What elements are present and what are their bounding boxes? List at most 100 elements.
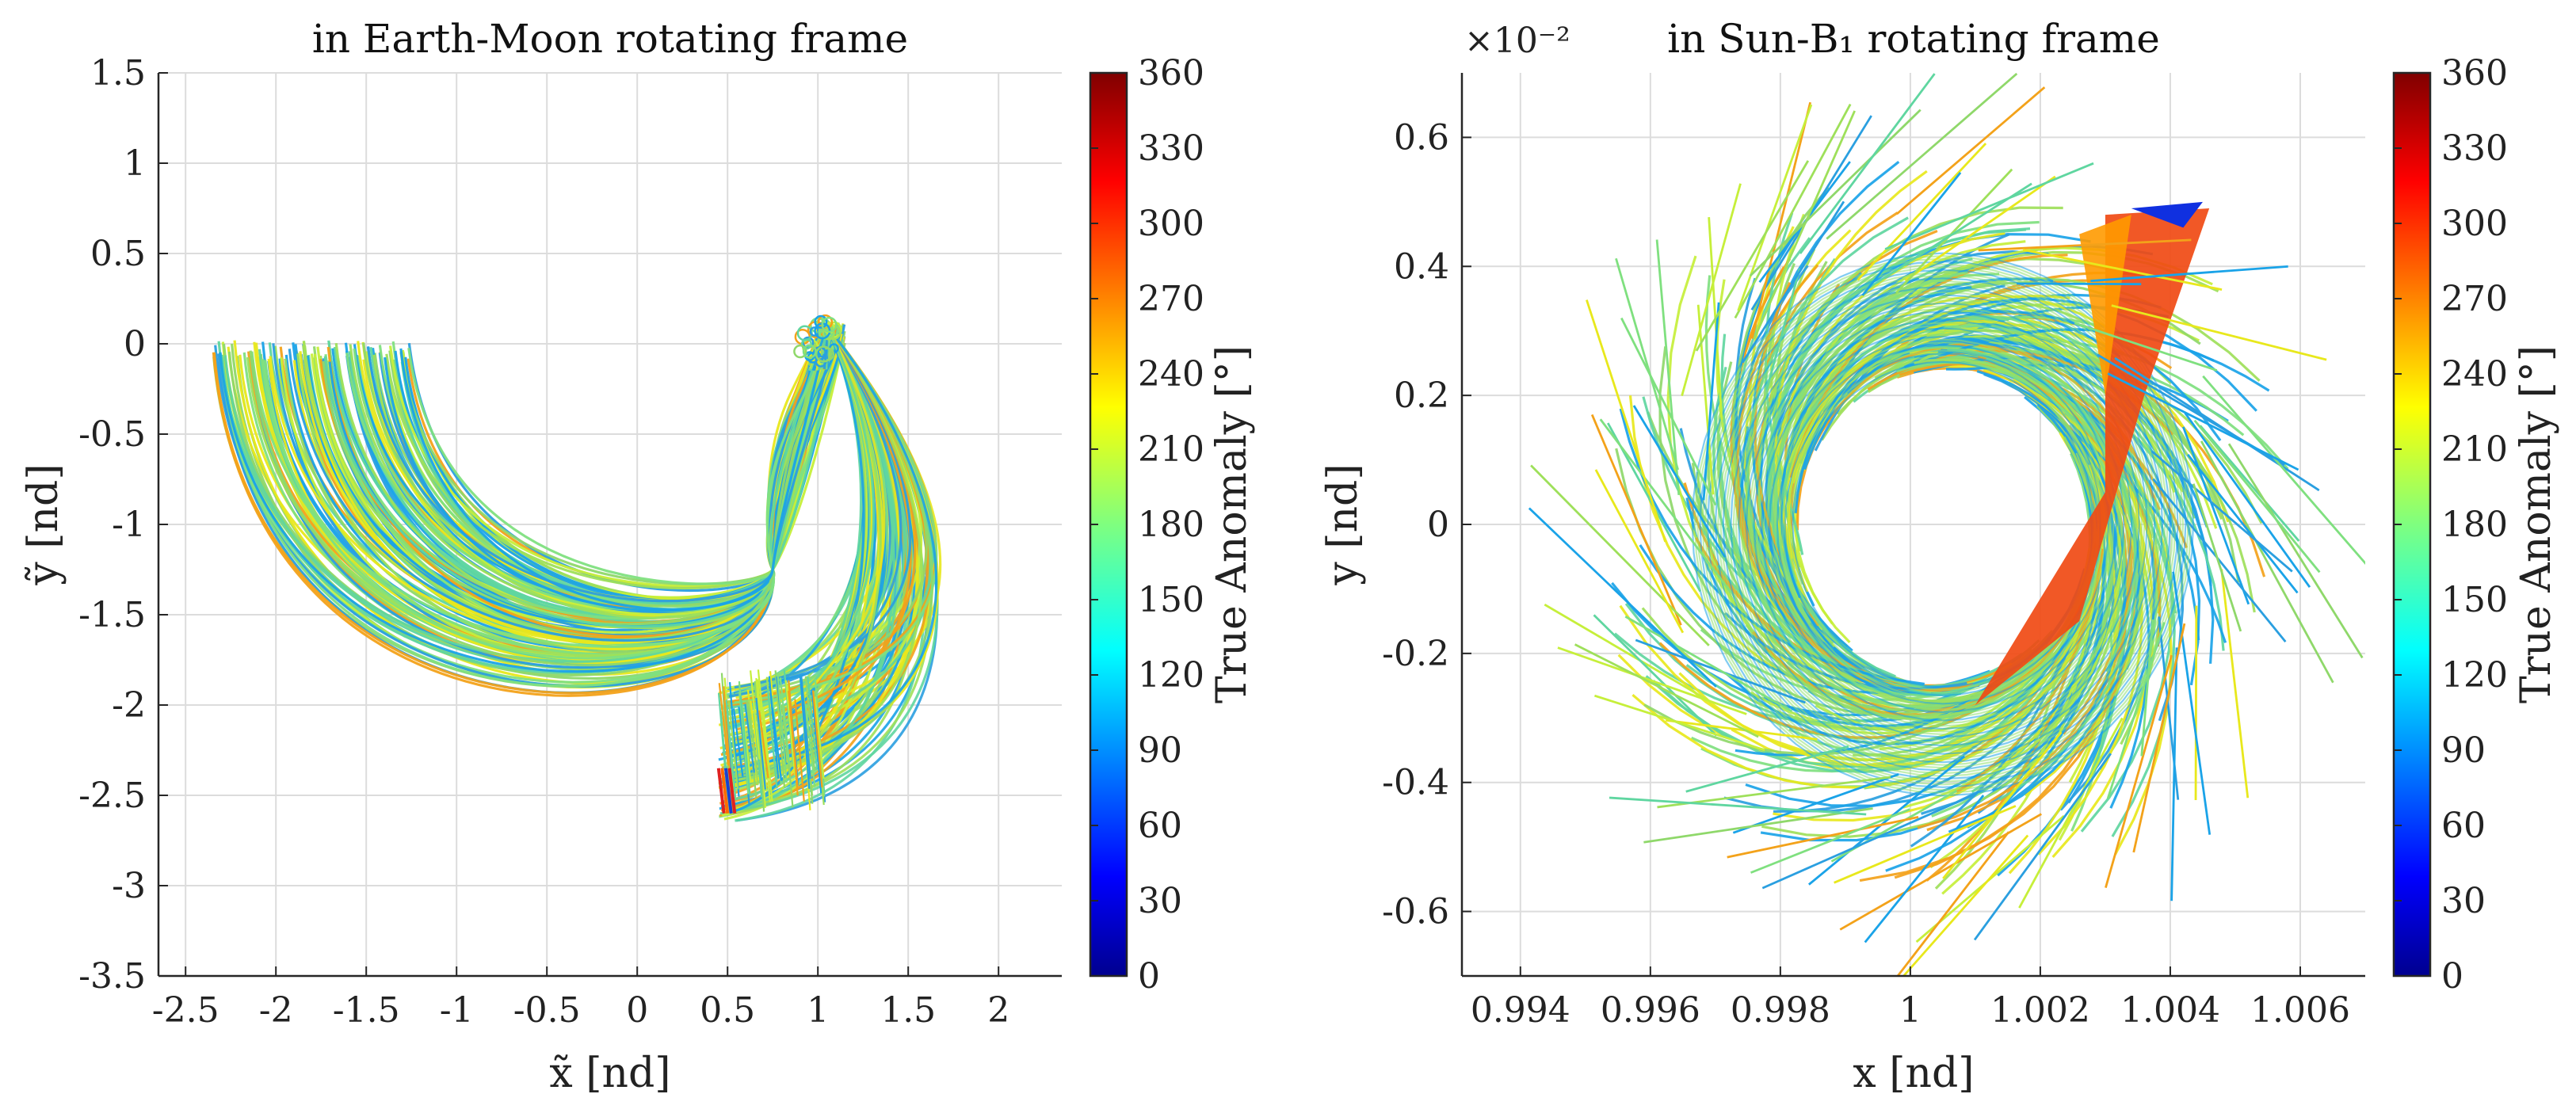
trajectory-line bbox=[1784, 353, 2102, 696]
trajectory-line bbox=[1632, 405, 1727, 558]
trajectory-line bbox=[1724, 288, 2161, 760]
trajectory-line bbox=[2022, 248, 2223, 291]
trajectory-line bbox=[2192, 483, 2242, 632]
trajectory-line bbox=[1732, 773, 1899, 834]
colorbar-tick-label: 90 bbox=[1138, 730, 1182, 771]
left-chart-title: in Earth-Moon rotating frame bbox=[312, 16, 908, 62]
right-colorbar-label: True Anomaly [°] bbox=[2513, 345, 2560, 703]
right-y-ticks: 0.6 0.4 0.2 0 -0.2 -0.4 -0.6 bbox=[1382, 117, 1471, 932]
trajectory-line bbox=[1599, 418, 1732, 593]
trajectory-line bbox=[2090, 265, 2288, 283]
trajectory-line bbox=[807, 676, 818, 768]
trajectory-line bbox=[401, 335, 845, 599]
trajectory-line bbox=[1753, 318, 2133, 730]
trajectory-line bbox=[1735, 299, 2150, 749]
left-trajectories bbox=[212, 314, 942, 822]
trajectory-line bbox=[788, 680, 799, 796]
trajectory-line bbox=[1544, 603, 1712, 703]
trajectory-line bbox=[774, 670, 786, 788]
trajectory-line bbox=[1709, 272, 2177, 777]
left-chart: in Earth-Moon rotating frame -2.5 -2 -1.5-… bbox=[20, 16, 1256, 1097]
trajectory-line bbox=[1593, 614, 1718, 737]
y-tick-label: -0.4 bbox=[1382, 763, 1449, 803]
trajectory-line bbox=[728, 321, 903, 698]
colorbar-tick-label: 210 bbox=[1138, 429, 1204, 470]
y-tick-label: -2.5 bbox=[78, 776, 146, 816]
trajectory-line bbox=[1750, 316, 2135, 733]
trajectory-line bbox=[1696, 304, 1715, 495]
trajectory-line bbox=[1702, 302, 1720, 501]
trajectory-line bbox=[1857, 143, 1987, 281]
trajectory-line bbox=[1771, 338, 2115, 711]
y-tick-label: 0 bbox=[124, 324, 146, 364]
y-tick-label: -0.6 bbox=[1382, 892, 1449, 932]
trajectory-line bbox=[762, 707, 773, 802]
y-tick-label: -0.2 bbox=[1382, 634, 1449, 674]
x-tick-label: 1.006 bbox=[2250, 990, 2350, 1031]
trajectory-line bbox=[1574, 643, 1759, 738]
trajectory-line bbox=[1643, 807, 1873, 844]
trajectory-line bbox=[1727, 816, 1919, 859]
colorbar-tick-label: 180 bbox=[2441, 505, 2508, 545]
trajectory-line bbox=[1590, 414, 1682, 626]
trajectory-line bbox=[723, 768, 733, 814]
trajectory-wedge bbox=[2079, 215, 2131, 396]
trajectory-line bbox=[1530, 464, 1710, 646]
trajectory-line bbox=[1730, 294, 2156, 755]
y-tick-label: -0.5 bbox=[78, 414, 146, 455]
trajectory-line bbox=[2202, 375, 2365, 566]
trajectory-line bbox=[249, 331, 828, 667]
trajectory-line bbox=[799, 676, 811, 789]
trajectory-line bbox=[1615, 257, 1680, 471]
colorbar-tick-label: 300 bbox=[2441, 204, 2508, 244]
colorbar-tick-label: 60 bbox=[1138, 806, 1182, 846]
left-y-ticks: 1.5 1 0.5 0 -0.5 -1 -1.5 -2 -2.5 -3 -3.5 bbox=[78, 53, 168, 997]
trajectory-line bbox=[1734, 103, 1852, 319]
trajectory-line bbox=[1773, 341, 2112, 707]
x-tick-label: -2.5 bbox=[152, 990, 219, 1031]
trajectory-line bbox=[1761, 792, 1978, 890]
x-tick-label: 1 bbox=[807, 990, 829, 1031]
x-tick-label: -2 bbox=[259, 990, 293, 1031]
trajectory-loop bbox=[815, 345, 833, 363]
trajectory-line bbox=[1776, 344, 2109, 705]
trajectory-line bbox=[1748, 313, 2138, 736]
left-y-axis-label: ỹ [nd] bbox=[20, 463, 67, 585]
y-tick-label: -3 bbox=[112, 866, 146, 906]
y-tick-label: 0.4 bbox=[1394, 246, 1449, 287]
x-tick-label: 1 bbox=[1899, 990, 1922, 1031]
trajectory-loop bbox=[821, 316, 838, 334]
trajectory-loop bbox=[802, 344, 817, 359]
trajectory-line bbox=[1973, 753, 2112, 941]
trajectory-line bbox=[1753, 110, 1856, 340]
trajectory-line bbox=[784, 680, 796, 776]
trajectory-line bbox=[1978, 238, 2192, 252]
right-trajectories bbox=[1528, 73, 2365, 976]
colorbar-tick-label: 360 bbox=[2441, 53, 2508, 93]
trajectory-line bbox=[766, 688, 778, 789]
trajectory-line bbox=[2105, 654, 2173, 889]
colorbar-tick-label: 120 bbox=[2441, 655, 2508, 696]
trajectory-line bbox=[1681, 183, 1742, 397]
x-tick-label: 0 bbox=[626, 990, 648, 1031]
trajectory-line bbox=[747, 707, 758, 772]
colorbar-tick-label: 330 bbox=[1138, 128, 1204, 169]
y-tick-label: 1.5 bbox=[90, 53, 146, 93]
trajectory-line bbox=[1750, 101, 1811, 339]
trajectory-line bbox=[1763, 330, 2123, 719]
trajectory-line bbox=[1712, 274, 2174, 775]
trajectory-line bbox=[1902, 834, 2029, 976]
trajectory-line bbox=[1864, 795, 1985, 943]
trajectory-line bbox=[2170, 647, 2178, 901]
right-chart-title: in Sun-B₁ rotating frame bbox=[1667, 16, 2160, 62]
left-colorbar-label: True Anomaly [°] bbox=[1208, 345, 1256, 703]
colorbar-tick-label: 270 bbox=[1138, 279, 1204, 319]
trajectory-line bbox=[1655, 239, 1681, 496]
trajectory-line bbox=[768, 676, 780, 779]
trajectory-line bbox=[2140, 619, 2154, 757]
colorbar-tick-label: 270 bbox=[2441, 279, 2508, 319]
